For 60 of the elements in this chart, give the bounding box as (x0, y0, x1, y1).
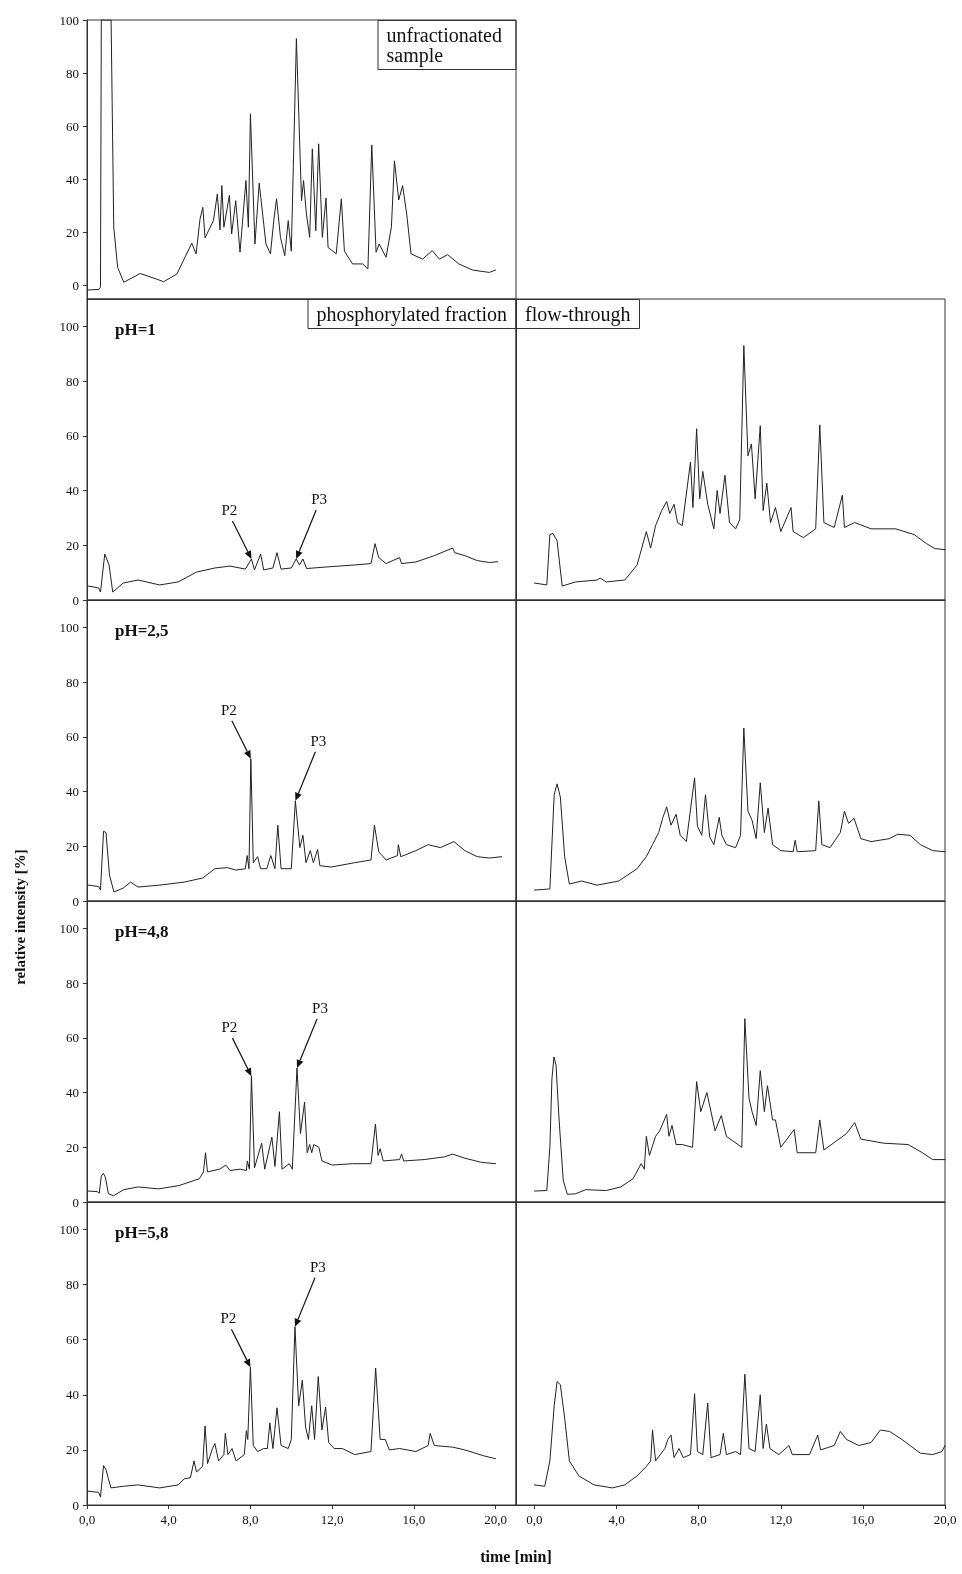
x-tick-label: 8,0 (242, 1512, 259, 1527)
x-tick-label: 12,0 (769, 1512, 793, 1527)
chart-title: phosphorylated fraction (316, 303, 507, 326)
annotation: P2 (220, 701, 237, 718)
annotation: pH=1 (115, 320, 156, 339)
y-tick-label: 100 (59, 619, 79, 635)
annotation: P3 (310, 1258, 326, 1275)
y-tick-label: 80 (66, 674, 79, 690)
y-tick-label: 80 (66, 975, 79, 991)
x-tick-label: 16,0 (851, 1512, 875, 1527)
x-tick-label: 20,0 (484, 1512, 507, 1527)
annotation: P2 (221, 501, 238, 518)
y-tick-label: 60 (66, 729, 79, 745)
x-tick-label: 4,0 (160, 1512, 177, 1527)
y-tick-label: 0 (72, 1497, 79, 1513)
y-tick-label: 60 (66, 118, 79, 134)
annotation: P3 (312, 999, 328, 1016)
y-tick-label: 20 (66, 1442, 79, 1458)
x-tick-label: 8,0 (690, 1512, 707, 1527)
y-tick-label: 20 (66, 838, 79, 854)
y-tick-label: 60 (66, 1030, 79, 1046)
annotation: pH=5,8 (115, 1223, 169, 1242)
x-tick-label: 4,0 (608, 1512, 625, 1527)
annotation: P3 (310, 732, 327, 749)
x-tick-label: 20,0 (933, 1512, 957, 1527)
x-axis-title: time [min] (480, 1548, 552, 1566)
y-tick-label: 80 (66, 65, 79, 81)
annotation: pH=4,8 (115, 922, 169, 941)
annotation: P2 (220, 1310, 237, 1327)
y-tick-label: 40 (66, 483, 79, 499)
chart-title: flow-through (525, 303, 631, 326)
y-tick-label: 40 (66, 171, 79, 187)
y-tick-label: 0 (72, 278, 79, 294)
y-tick-label: 100 (59, 318, 79, 334)
x-tick-label: 0,0 (78, 1512, 96, 1527)
y-tick-label: 60 (66, 1332, 79, 1348)
y-tick-label: 20 (66, 537, 79, 553)
y-tick-label: 100 (59, 1222, 79, 1238)
y-tick-label: 60 (66, 428, 79, 444)
y-tick-label: 80 (66, 373, 79, 389)
y-tick-label: 40 (66, 1387, 79, 1403)
y-tick-label: 40 (66, 1085, 79, 1101)
text: unfractionated sample (386, 24, 507, 67)
x-tick-label: 0,0 (526, 1512, 543, 1527)
line-series (87, 543, 499, 593)
y-tick-label: 0 (72, 893, 79, 909)
y-tick-label: 100 (59, 920, 79, 936)
annotation: P3 (311, 490, 328, 507)
y-tick-label: 20 (66, 225, 79, 241)
y-tick-label: 80 (66, 1277, 79, 1293)
annotation: P2 (221, 1019, 238, 1036)
y-tick-label: 100 (59, 12, 79, 28)
x-tick-label: 12,0 (320, 1512, 344, 1527)
y-tick-label: 20 (66, 1139, 79, 1155)
y-tick-label: 0 (72, 1194, 79, 1210)
annotation: pH=2,5 (115, 621, 169, 640)
y-axis-title: relative intensity [%] (11, 849, 29, 985)
y-tick-label: 40 (66, 784, 79, 800)
y-tick-label: 0 (72, 592, 79, 608)
x-tick-label: 16,0 (402, 1512, 426, 1527)
